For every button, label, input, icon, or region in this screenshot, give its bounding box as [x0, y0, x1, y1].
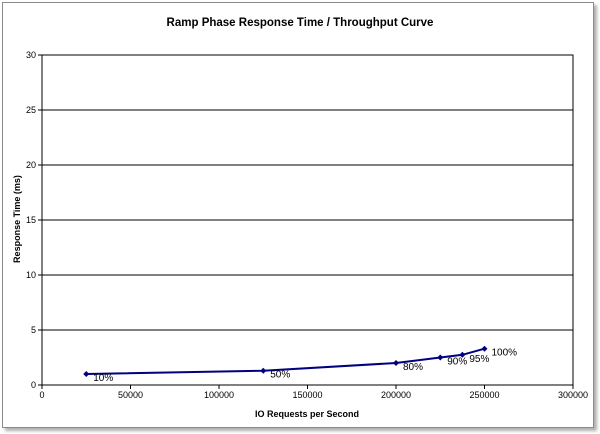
x-tick-label: 50000: [118, 390, 143, 400]
data-point-marker: [459, 351, 466, 358]
data-point-label: 10%: [93, 373, 113, 384]
chart-title: Ramp Phase Response Time / Throughput Cu…: [167, 17, 434, 29]
y-tick-label: 10: [26, 270, 36, 280]
data-point-label: 95%: [469, 354, 489, 365]
y-tick-label: 5: [31, 325, 36, 335]
x-tick-label: 100000: [204, 390, 234, 400]
data-point-label: 100%: [492, 348, 518, 359]
data-point-marker: [260, 367, 267, 374]
x-tick-label: 150000: [292, 390, 322, 400]
series-line: [86, 347, 485, 375]
data-point-label: 80%: [403, 362, 423, 373]
x-tick-label: 300000: [558, 390, 588, 400]
data-point-marker: [481, 345, 488, 352]
y-tick-label: 20: [26, 160, 36, 170]
data-point-label: 50%: [270, 370, 290, 381]
y-axis-title: Response Time (ms): [12, 175, 22, 263]
y-tick-label: 0: [31, 380, 36, 390]
x-tick-label: 0: [39, 390, 44, 400]
x-axis-title: IO Requests per Second: [255, 409, 359, 419]
x-tick-label: 250000: [469, 390, 499, 400]
plot-area: 0 5 10 15 20 25 30 0 50000 100000 150000 200000 2500…: [26, 50, 588, 400]
data-point-marker: [83, 371, 90, 377]
chart-frame: [2, 2, 594, 428]
x-tick-label: 200000: [381, 390, 411, 400]
y-tick-label: 30: [26, 50, 36, 60]
plot-border: [41, 54, 574, 386]
y-tick-label: 25: [26, 105, 36, 115]
data-point-marker: [393, 360, 399, 366]
y-tick-label: 15: [26, 215, 36, 225]
data-point-marker: [437, 354, 444, 361]
data-point-label: 90%: [447, 357, 467, 368]
